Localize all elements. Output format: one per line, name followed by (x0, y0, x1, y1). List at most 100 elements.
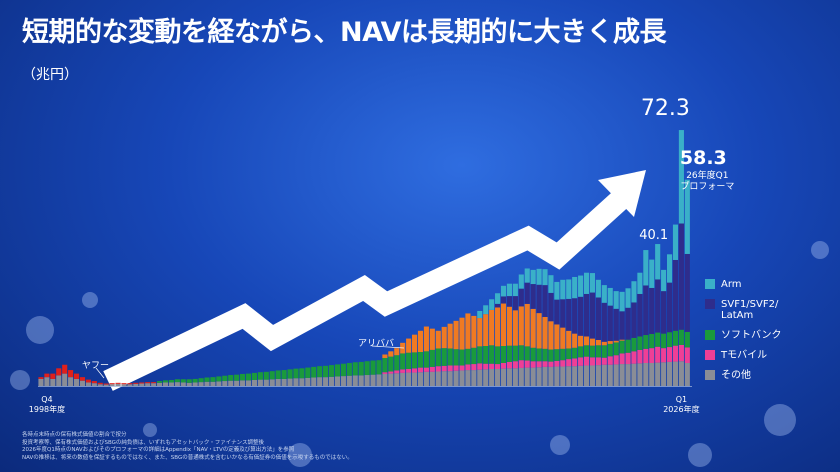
bokeh (10, 241, 829, 467)
bar-segment (417, 372, 424, 386)
bar-segment (222, 375, 228, 382)
bar-segment (334, 364, 341, 377)
bar-segment (85, 382, 91, 386)
bar-segment (500, 345, 507, 363)
bar-segment (583, 365, 590, 386)
bar-segment (536, 361, 542, 368)
bar-segment (684, 179, 690, 254)
bar-segment (643, 362, 649, 386)
bar-segment (115, 383, 121, 386)
bar-segment (139, 383, 145, 386)
bar-segment (423, 371, 429, 386)
bar-segment (613, 340, 619, 343)
footnote: 各時点末時点の保有株式価値の割合で按分 (22, 432, 127, 438)
bar-segment (631, 302, 637, 338)
bar-segment (601, 357, 607, 365)
bar-segment (666, 332, 673, 348)
bar-segment (607, 287, 613, 306)
bar-segment (204, 381, 210, 386)
legend-swatch (705, 330, 715, 340)
bar-segment (406, 372, 412, 386)
bar-segment (560, 360, 566, 367)
bar-segment (216, 381, 222, 386)
bar-segment (649, 348, 655, 363)
bar-segment (678, 223, 684, 330)
bar-segment (73, 378, 80, 386)
bar-segment (394, 348, 400, 356)
bar-segment (216, 376, 222, 382)
bar-segment (661, 348, 667, 363)
bar-segment (429, 328, 435, 350)
bar-segment (412, 372, 418, 386)
bar-segment (400, 372, 406, 386)
bar-segment (388, 373, 394, 386)
bar-segment (293, 368, 299, 379)
bar-segment (625, 288, 631, 308)
x-tick-label: Q1 2026年度 (663, 395, 700, 414)
bar-segment (133, 382, 139, 384)
bar-segment (127, 383, 133, 385)
bar-segment (180, 379, 186, 383)
bar-segment (453, 320, 459, 350)
bar-segment (566, 359, 572, 367)
bar-segment (269, 379, 275, 386)
bar-segment (465, 348, 471, 365)
bar-segment (666, 361, 673, 386)
bar-segment (103, 383, 109, 385)
bar-segment (512, 296, 518, 311)
bar-segment (554, 324, 560, 350)
bar-segment (240, 380, 246, 386)
bar-segment (311, 366, 317, 378)
bar-segment (453, 370, 459, 386)
bar-segment (500, 296, 507, 304)
bar-segment (518, 367, 524, 386)
bar-segment (512, 283, 518, 297)
bar-segment (275, 370, 281, 379)
bar-segment (352, 375, 358, 386)
bar-segment (518, 345, 524, 361)
bar-segment (210, 381, 216, 386)
bar-segment (180, 382, 186, 386)
legend-swatch (705, 370, 715, 380)
bar-segment (684, 253, 690, 332)
bar-segment (477, 310, 483, 319)
bar-segment (471, 370, 477, 386)
bar-segment (655, 346, 661, 363)
series-label: アリババ (358, 339, 395, 349)
bar-segment (589, 292, 596, 339)
bar-segment (127, 384, 133, 386)
bar-segment (370, 374, 376, 386)
bar-segment (500, 285, 507, 297)
bar-segment (44, 373, 50, 378)
bar-segment (572, 276, 578, 299)
bar-segment (601, 285, 607, 303)
bar-segment (666, 347, 673, 362)
bar-segment (50, 373, 56, 379)
bar-segment (453, 349, 459, 366)
bar-segment (542, 348, 548, 362)
bar-segment (328, 376, 335, 386)
bar-segment (412, 368, 418, 373)
bar-segment (263, 379, 269, 386)
bar-segment (174, 382, 180, 386)
bar-segment (382, 372, 388, 374)
leader-line (371, 345, 405, 349)
bar-segment (506, 361, 512, 369)
x-tick-label: Q4 1998年度 (28, 395, 66, 414)
bar-segment (678, 344, 684, 362)
bar-segment (643, 348, 649, 363)
bar-segment (429, 349, 435, 367)
bar-segment (572, 366, 578, 386)
bar-segment (477, 346, 483, 364)
bar-segment (441, 326, 447, 349)
bar-segment (566, 348, 572, 360)
bar-segment (512, 310, 518, 346)
bar-segment (79, 377, 86, 381)
bar-segment (376, 374, 382, 386)
bar-segment (145, 383, 151, 386)
bar-segment (162, 382, 169, 386)
bar-segment (388, 371, 394, 374)
bar-segment (548, 366, 554, 386)
bar-segment (684, 347, 690, 363)
bar-segment (518, 306, 524, 346)
